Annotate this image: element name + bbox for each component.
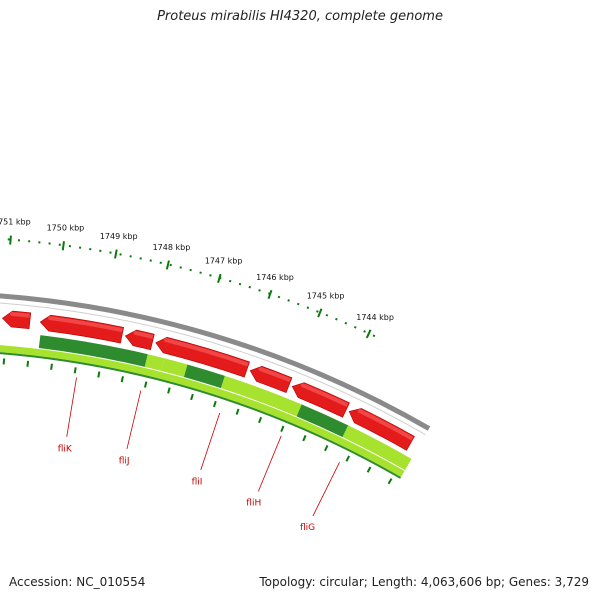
- kbp-major-tick: [114, 249, 118, 259]
- gc-tick: [167, 387, 171, 394]
- gc-tick: [302, 435, 307, 442]
- kbp-major-tick: [165, 260, 170, 270]
- gene-arrow-highlight: [258, 366, 291, 383]
- gene-label-fliK: fliK: [58, 445, 73, 455]
- kbp-major-tick: [9, 235, 12, 245]
- gc-tick: [280, 425, 285, 432]
- gene-label-fliG: fliG: [300, 523, 315, 533]
- kbp-minor-tick: [248, 285, 252, 289]
- gc-bands: [0, 335, 412, 485]
- gc-tick: [258, 416, 263, 424]
- gene-arrow-highlight: [300, 383, 349, 407]
- kbp-minor-tick: [209, 274, 212, 277]
- kbp-minor-tick: [199, 271, 202, 274]
- gene-arrow: [39, 314, 125, 344]
- kbp-label: 1749 kbp: [100, 232, 138, 241]
- kbp-label: 1745 kbp: [307, 292, 345, 301]
- gene-leader-line: [126, 390, 142, 450]
- kbp-minor-tick: [258, 289, 261, 292]
- genome-backbone: [0, 293, 431, 436]
- gc-band-light: [161, 358, 188, 377]
- gene-label-fliJ: fliJ: [119, 457, 130, 467]
- gene-track: [1, 310, 415, 451]
- kbp-major-tick: [267, 289, 273, 299]
- kbp-label: 1751 kbp: [0, 218, 31, 227]
- kbp-minor-tick: [335, 317, 338, 321]
- gc-tick: [235, 408, 240, 415]
- gene-arrow: [155, 336, 250, 378]
- gc-tick: [50, 363, 53, 370]
- gc-tick: [212, 400, 217, 408]
- gene-arrow: [348, 408, 415, 451]
- gc-band-dark: [38, 335, 148, 367]
- kbp-minor-tick: [325, 313, 329, 317]
- gc-tick: [120, 376, 124, 383]
- gc-tick: [26, 360, 30, 367]
- gene-labels: fliGfliHfliIfliJfliKfliLfliMfliNfliOfliP…: [58, 377, 340, 533]
- kbp-label: 1748 kbp: [153, 243, 191, 252]
- gc-band-dark: [183, 364, 225, 389]
- kbp-tick-scale: [7, 235, 376, 339]
- gc-tick: [366, 466, 372, 473]
- gc-tick: [190, 393, 194, 401]
- gene-arrow-highlight: [9, 311, 30, 318]
- map-title: Proteus mirabilis HI4320, complete genom…: [157, 9, 443, 24]
- kbp-minor-tick: [189, 268, 192, 272]
- gc-tick: [324, 444, 329, 452]
- gene-arrow-highlight: [163, 338, 249, 367]
- gene-leader-line: [200, 412, 221, 471]
- gene-leader-line: [257, 435, 282, 492]
- kbp-minor-tick: [238, 282, 242, 286]
- kbp-labels: 1744 kbp 1745 kbp 1746 kbp 1747 kbp 1748 kbp…: [0, 218, 394, 322]
- gene-arrow: [249, 365, 293, 393]
- kbp-minor-tick: [228, 279, 232, 283]
- gc-tick: [97, 371, 101, 378]
- gc-band-dark: [296, 404, 349, 438]
- gene-label-fliH: fliH: [246, 498, 261, 508]
- kbp-minor-tick: [306, 306, 310, 309]
- kbp-minor-tick: [363, 330, 366, 333]
- gc-band-light: [342, 425, 412, 471]
- kbp-label: 1744 kbp: [356, 313, 394, 322]
- kbp-major-tick: [61, 241, 65, 251]
- gene-arrow: [291, 382, 350, 418]
- gene-leader-line: [312, 462, 340, 517]
- kbp-label: 1746 kbp: [256, 273, 294, 282]
- gene-arrow-highlight: [47, 316, 123, 333]
- gc-tick: [2, 358, 6, 365]
- kbp-minor-tick: [344, 321, 348, 325]
- gc-tick: [345, 455, 351, 462]
- backbone-inner-line: [0, 302, 426, 436]
- kbp-minor-tick: [372, 334, 376, 338]
- kbp-major-tick: [217, 273, 222, 284]
- backbone-outer-line: [0, 293, 431, 431]
- kbp-major-tick: [317, 308, 323, 318]
- kbp-label: 1747 kbp: [205, 257, 243, 266]
- kbp-label: 1750 kbp: [47, 223, 85, 232]
- kbp-minor-tick: [316, 310, 319, 313]
- kbp-major-tick: [365, 329, 372, 339]
- gc-band-light: [220, 375, 302, 417]
- gc-tick: [73, 367, 77, 374]
- gc-tick: [387, 478, 393, 485]
- genome-summary-text: Topology: circular; Length: 4,063,606 bp…: [259, 575, 589, 589]
- gene-arrow-highlight: [357, 408, 414, 441]
- gene-label-fliI: fliI: [192, 477, 203, 487]
- gc-band-light: [144, 354, 165, 371]
- kbp-minor-tick: [287, 299, 290, 302]
- accession-text: Accession: NC_010554: [9, 575, 146, 589]
- gc-tick: [144, 381, 148, 388]
- gene-leader-line: [66, 377, 77, 437]
- gene-arrow-highlight: [133, 330, 154, 339]
- kbp-minor-tick: [277, 295, 281, 299]
- kbp-minor-tick: [296, 302, 300, 306]
- kbp-minor-tick: [353, 325, 357, 329]
